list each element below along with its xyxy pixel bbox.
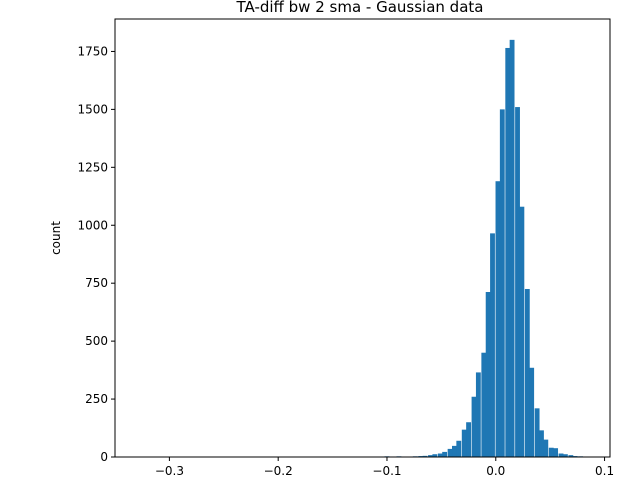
histogram-bar-34 bbox=[515, 107, 520, 458]
histogram-bar-39 bbox=[539, 430, 544, 457]
histogram-bar-37 bbox=[529, 367, 535, 457]
histogram-bar-40 bbox=[543, 439, 549, 457]
histogram-bar-44 bbox=[562, 454, 568, 457]
histogram-bar-33 bbox=[509, 39, 515, 457]
histogram-bar-21 bbox=[452, 445, 457, 457]
y-tick-label-2: 500 bbox=[85, 334, 108, 348]
x-tick-label-0: −0.3 bbox=[155, 464, 184, 478]
histogram-bar-20 bbox=[447, 448, 453, 457]
x-tick-label-4: 0.1 bbox=[595, 464, 614, 478]
y-axis-label: count bbox=[49, 221, 63, 255]
histogram-bar-15 bbox=[422, 455, 428, 457]
x-tick-label-3: 0.0 bbox=[486, 464, 505, 478]
y-tick-label-1: 250 bbox=[85, 392, 108, 406]
histogram-bar-45 bbox=[568, 455, 574, 457]
histogram-bar-30 bbox=[495, 181, 501, 457]
x-axis: −0.3 −0.2 −0.1 0.0 0.1 bbox=[155, 457, 614, 478]
histogram-bar-42 bbox=[553, 448, 559, 457]
histogram-bar-41 bbox=[548, 447, 554, 457]
histogram-bar-36 bbox=[524, 288, 530, 457]
histogram-bar-22 bbox=[456, 440, 462, 457]
histogram-bar-35 bbox=[519, 206, 525, 457]
histogram-bar-32 bbox=[505, 47, 511, 457]
histogram-bars bbox=[131, 39, 593, 458]
y-axis: 0 250 500 750 1000 1250 1500 1750 bbox=[77, 44, 115, 464]
y-tick-label-3: 750 bbox=[85, 276, 108, 290]
x-tick-label-1: −0.2 bbox=[264, 464, 293, 478]
histogram-bar-31 bbox=[499, 109, 505, 457]
y-tick-label-5: 1250 bbox=[77, 160, 108, 174]
y-tick-label-4: 1000 bbox=[77, 218, 108, 232]
y-tick-label-0: 0 bbox=[100, 450, 108, 464]
histogram-bar-18 bbox=[437, 453, 443, 457]
histogram-bar-24 bbox=[466, 422, 471, 457]
histogram-bar-38 bbox=[534, 408, 540, 457]
x-tick-label-2: −0.1 bbox=[372, 464, 401, 478]
histogram-bar-27 bbox=[481, 352, 487, 457]
plot-frame bbox=[114, 18, 611, 458]
histogram-bar-17 bbox=[432, 454, 438, 457]
histogram-bar-28 bbox=[485, 291, 491, 457]
histogram-bar-19 bbox=[442, 451, 448, 457]
histogram-bar-26 bbox=[475, 372, 481, 457]
y-tick-label-7: 1750 bbox=[77, 44, 108, 58]
histogram-bar-25 bbox=[471, 396, 477, 457]
histogram-bar-29 bbox=[490, 233, 495, 457]
y-tick-label-6: 1500 bbox=[77, 102, 108, 116]
chart-title: TA-diff bw 2 sma - Gaussian data bbox=[236, 0, 484, 16]
histogram-bar-16 bbox=[428, 455, 433, 457]
histogram-bar-23 bbox=[461, 429, 467, 457]
histogram-bar-43 bbox=[558, 453, 564, 457]
